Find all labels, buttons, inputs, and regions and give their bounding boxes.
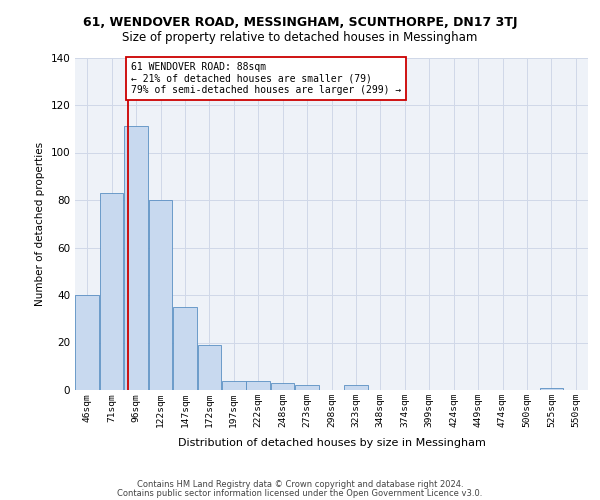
Bar bbox=[100, 193, 124, 390]
Y-axis label: Number of detached properties: Number of detached properties bbox=[35, 142, 45, 306]
Bar bbox=[149, 200, 172, 390]
Bar bbox=[76, 295, 99, 390]
Bar bbox=[197, 345, 221, 390]
Bar bbox=[539, 388, 563, 390]
Bar bbox=[124, 126, 148, 390]
Text: Contains public sector information licensed under the Open Government Licence v3: Contains public sector information licen… bbox=[118, 488, 482, 498]
Text: Size of property relative to detached houses in Messingham: Size of property relative to detached ho… bbox=[122, 31, 478, 44]
Bar bbox=[271, 383, 295, 390]
Bar bbox=[247, 380, 270, 390]
Bar bbox=[295, 385, 319, 390]
Bar bbox=[173, 307, 197, 390]
Text: Contains HM Land Registry data © Crown copyright and database right 2024.: Contains HM Land Registry data © Crown c… bbox=[137, 480, 463, 489]
Text: 61, WENDOVER ROAD, MESSINGHAM, SCUNTHORPE, DN17 3TJ: 61, WENDOVER ROAD, MESSINGHAM, SCUNTHORP… bbox=[83, 16, 517, 29]
Bar bbox=[222, 380, 245, 390]
X-axis label: Distribution of detached houses by size in Messingham: Distribution of detached houses by size … bbox=[178, 438, 485, 448]
Bar bbox=[344, 385, 368, 390]
Text: 61 WENDOVER ROAD: 88sqm
← 21% of detached houses are smaller (79)
79% of semi-de: 61 WENDOVER ROAD: 88sqm ← 21% of detache… bbox=[131, 62, 401, 96]
